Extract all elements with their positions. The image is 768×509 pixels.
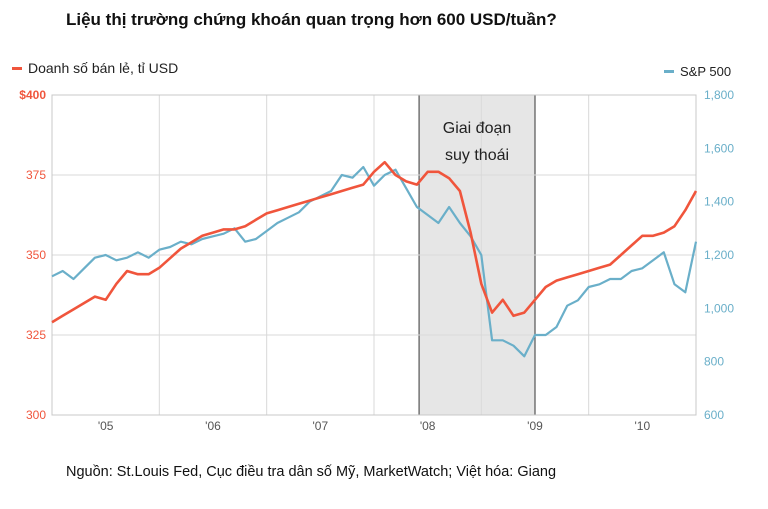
source-note: Nguồn: St.Louis Fed, Cục điều tra dân số… — [66, 464, 557, 480]
y-right-tick-label: 800 — [704, 355, 724, 369]
legend-label-retail: Doanh số bán lẻ, tỉ USD — [28, 60, 179, 76]
legend-sp500: S&P 500 — [664, 64, 731, 79]
x-tick-label: '08 — [420, 419, 436, 433]
recession-label: Giai đoạn — [443, 120, 512, 137]
x-tick-label: '10 — [635, 419, 651, 433]
legend-swatch-sp500 — [664, 70, 674, 73]
x-tick-label: '05 — [98, 419, 114, 433]
y-left-tick-label: 300 — [26, 408, 46, 422]
y-left-tick-label: 350 — [26, 248, 46, 262]
x-tick-label: '06 — [205, 419, 221, 433]
y-right-tick-label: 1,200 — [704, 248, 734, 262]
x-tick-label: '07 — [313, 419, 329, 433]
recession-label: suy thoái — [445, 147, 509, 164]
series-sp500-line — [51, 165, 698, 358]
y-right-tick-label: 600 — [704, 408, 724, 422]
legend-label-sp500: S&P 500 — [680, 64, 732, 79]
series-retail-sales-line — [51, 160, 698, 324]
y-right-tick-label: 1,600 — [704, 141, 734, 155]
y-right-tick-label: 1,000 — [704, 301, 734, 315]
chart-title: Liệu thị trường chứng khoán quan trọng h… — [66, 10, 557, 29]
legend-swatch-retail — [12, 66, 22, 70]
plot-frame — [51, 94, 697, 416]
y-left-tick-label: 375 — [26, 168, 46, 182]
y-right-tick-label: 1,800 — [704, 88, 734, 102]
y-right-tick-label: 1,400 — [704, 195, 734, 209]
y-left-tick-label: 325 — [26, 328, 46, 342]
legend-retail-sales: Doanh số bán lẻ, tỉ USD — [12, 60, 178, 76]
y-left-tick-label: $400 — [19, 88, 46, 102]
x-tick-label: '09 — [527, 419, 543, 433]
